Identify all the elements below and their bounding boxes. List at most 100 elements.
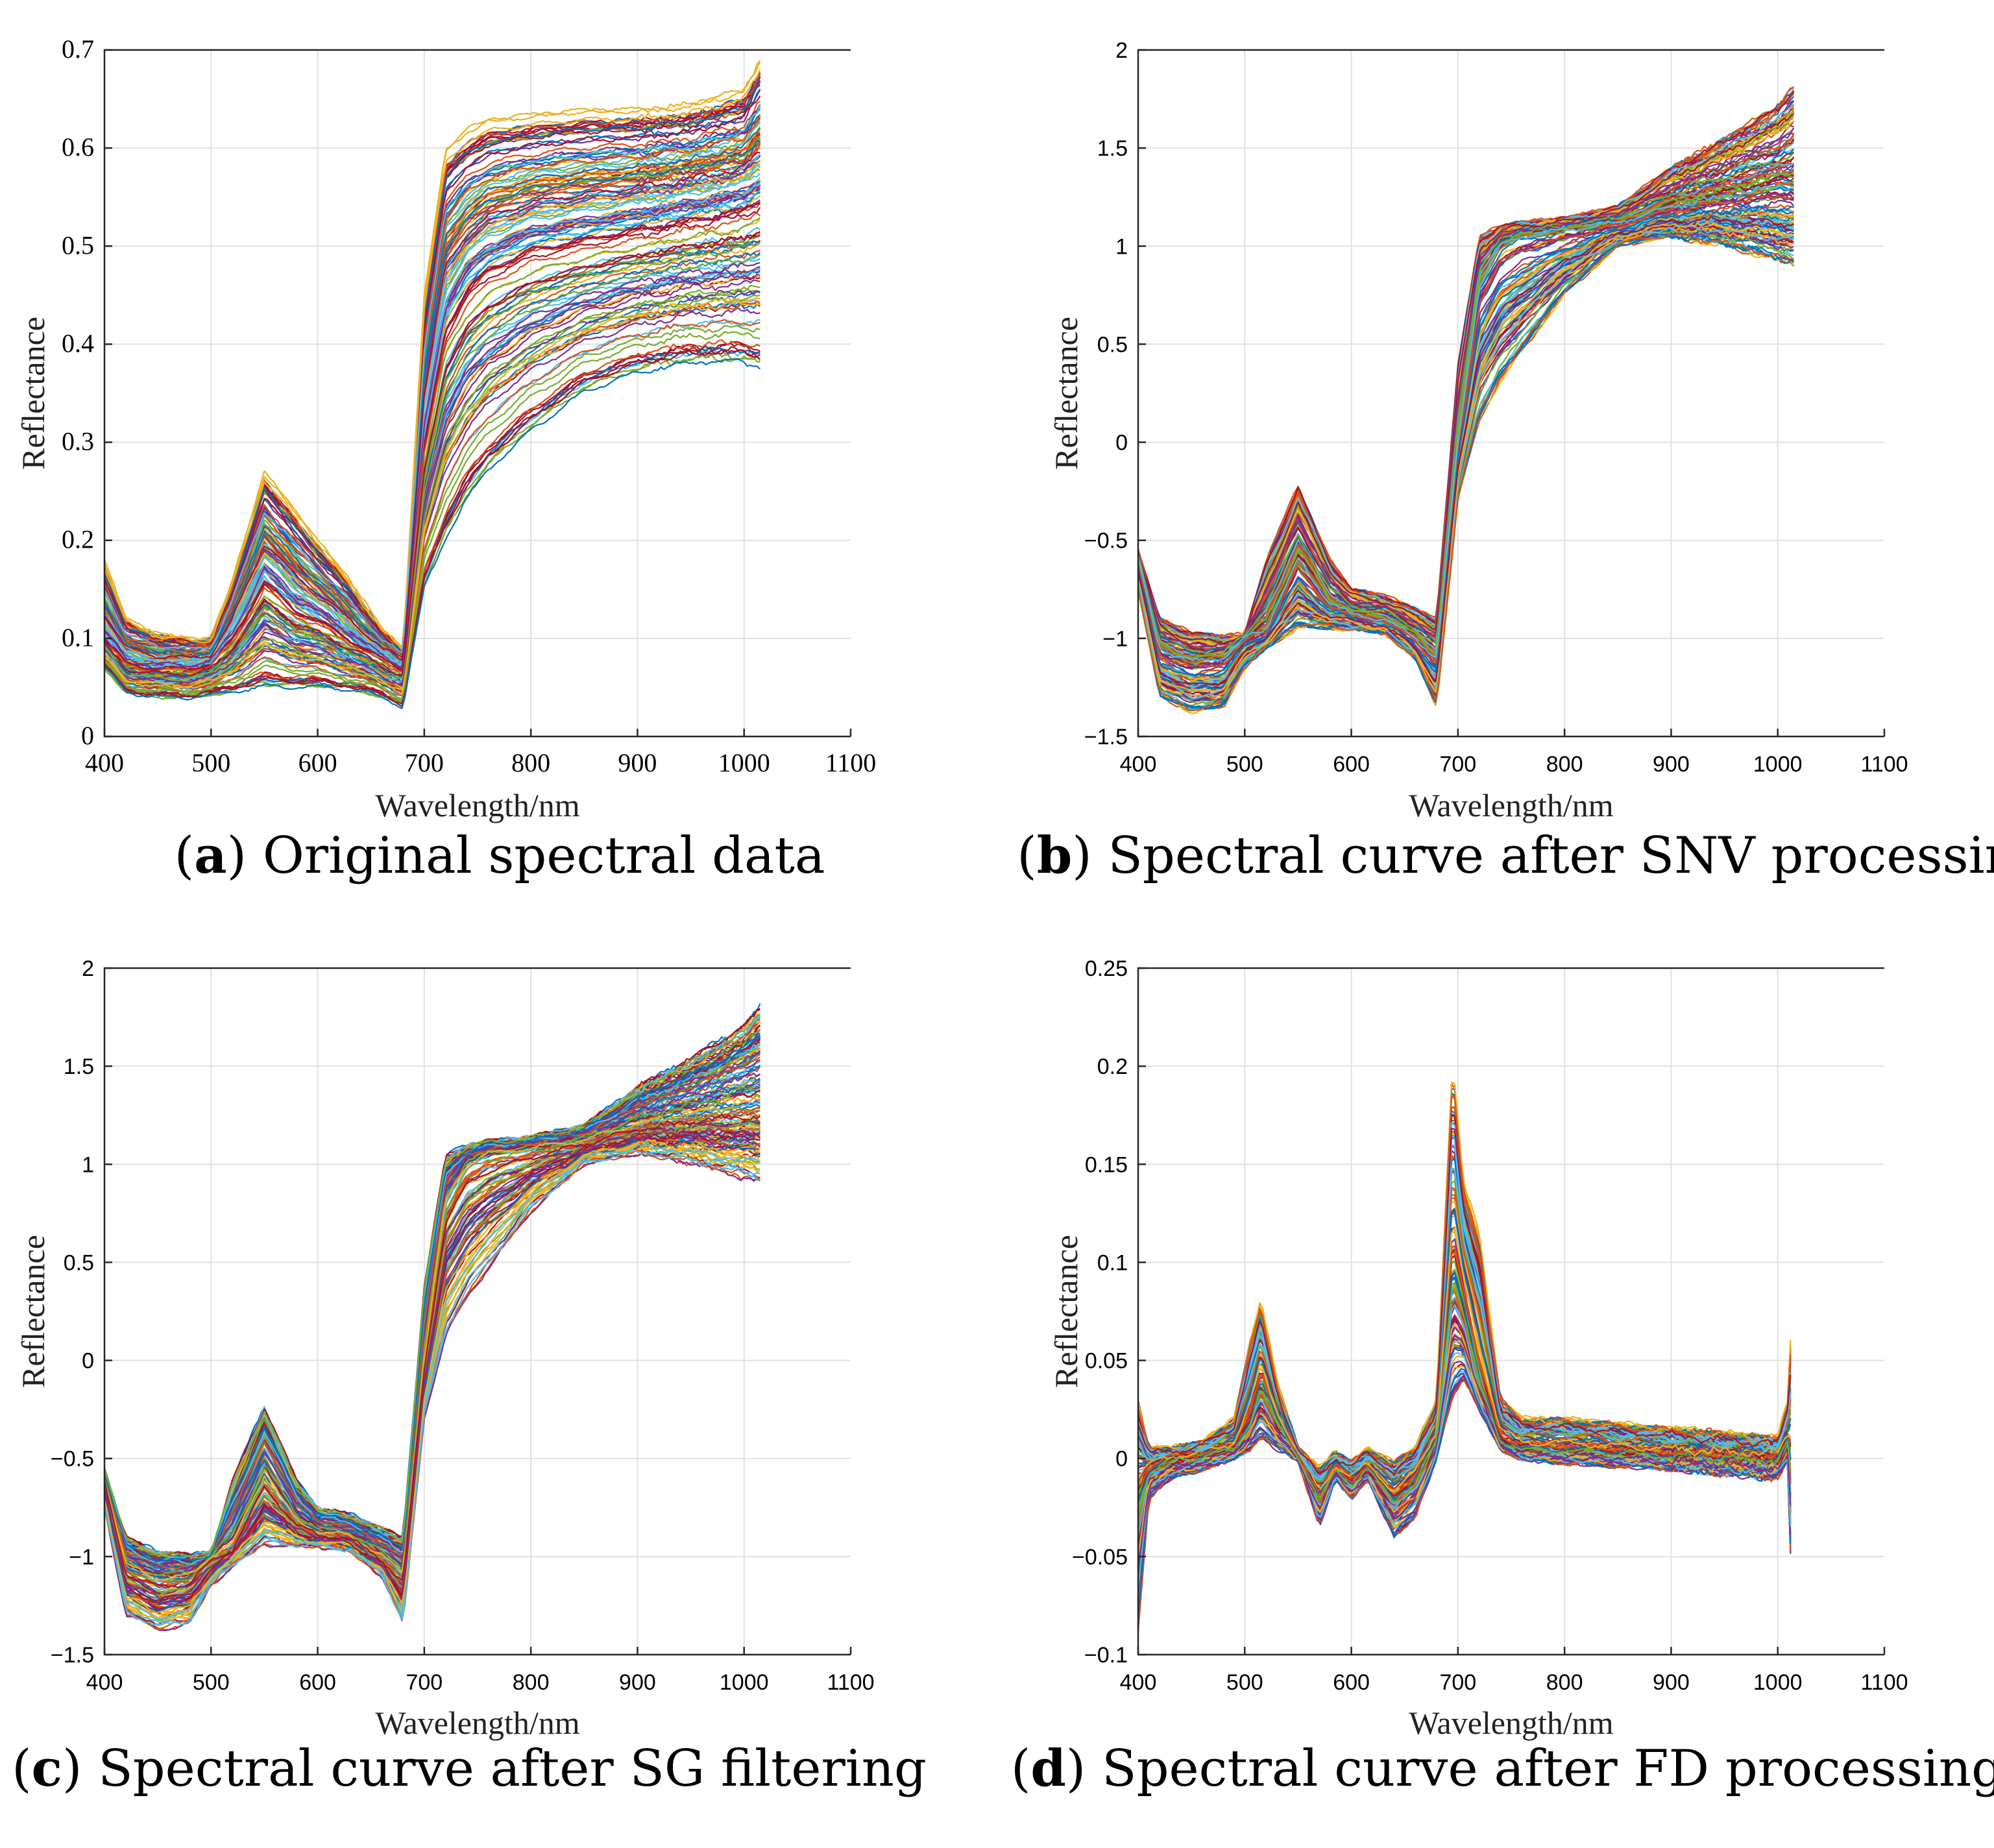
panel-b-y-tick-label: 0 — [1115, 431, 1128, 456]
panel-b-y-tick-label: −1.5 — [1084, 725, 1128, 749]
panel-a-spectrum-line — [104, 252, 761, 683]
panel-c-x-tick-label: 900 — [619, 1670, 656, 1695]
panel-a-caption-text: Original spectral data — [263, 827, 825, 885]
panel-b-spectrum-line — [1137, 221, 1794, 692]
panel-a-y-axis-title: Reflectance — [15, 317, 51, 470]
panel-a-spectrum-line — [104, 114, 761, 654]
panel-b-x-tick-label: 600 — [1333, 752, 1370, 777]
panel-b-spectrum-line — [1137, 233, 1795, 710]
panel-c-x-tick-label: 1000 — [720, 1670, 769, 1695]
panel-d-caption: (d) Spectral curve after FD processing — [1011, 1739, 1994, 1798]
panel-b-x-tick-label: 500 — [1226, 752, 1263, 777]
panel-a-y-tick-label: 0.6 — [62, 132, 94, 162]
panel-d-y-tick-label: −0.05 — [1072, 1545, 1128, 1570]
panel-a-spectrum-line — [104, 242, 761, 680]
panel-b-x-tick-label: 800 — [1546, 752, 1583, 777]
panel-c-y-tick-label: 1.5 — [64, 1054, 94, 1079]
panel-d-y-tick-label: 0.05 — [1085, 1349, 1128, 1374]
panel-d: 400 500 600 700 800 900 1000 1100 −0.1 −0.05 0 0.05… — [1011, 956, 1994, 1798]
panel-b-spectrum-line — [1137, 185, 1794, 662]
panel-b-ticks: 400 500 600 700 800 900 1000 1100 −1.5 −1 −0.5 0 0.5… — [1084, 38, 1908, 777]
panel-c-x-tick-label: 1100 — [827, 1670, 874, 1695]
panel-a-x-tick-label: 600 — [298, 748, 337, 777]
panel-b-spectrum-line — [1137, 228, 1794, 705]
panel-a-y-tick-label: 0.5 — [62, 230, 94, 260]
panel-b-spectrum-line — [1137, 172, 1794, 661]
panel-b-caption-text: Spectral curve after SNV processing — [1108, 827, 1994, 885]
panel-b-spectrum-line — [1137, 232, 1794, 711]
panel-b-spectrum-line — [1137, 216, 1794, 686]
panel-d-x-tick-label: 400 — [1120, 1670, 1157, 1695]
panel-d-x-tick-label: 1000 — [1753, 1670, 1803, 1695]
panel-a-spectra — [103, 60, 761, 709]
panel-c-y-tick-label: 1 — [82, 1152, 94, 1177]
panel-d-y-tick-label: 0.25 — [1085, 956, 1128, 981]
panel-d-spectrum-line — [1137, 1288, 1792, 1516]
panel-b-x-tick-label: 900 — [1653, 752, 1690, 777]
panel-a-spectrum-line — [104, 297, 760, 690]
panel-a-ticks: 400 500 600 700 800 900 1000 1100 0 0.1 0.2 0.3 0.4 0… — [62, 34, 876, 777]
panel-c-y-axis-title: Reflectance — [15, 1235, 51, 1388]
panel-d-y-tick-label: 0.15 — [1085, 1152, 1128, 1177]
panel-d-spectrum-line — [1137, 1250, 1792, 1496]
panel-b-x-tick-label: 400 — [1120, 752, 1157, 777]
panel-a-y-tick-label: 0.4 — [62, 328, 94, 358]
panel-c-spectrum-line — [103, 1086, 760, 1576]
panel-a-x-tick-label: 400 — [85, 748, 124, 777]
panel-a-spectrum-line — [103, 60, 761, 648]
panel-d-spectrum-line — [1137, 1187, 1792, 1483]
panel-d-x-tick-label: 800 — [1546, 1670, 1583, 1695]
panel-a-spectrum-line — [104, 324, 760, 699]
panel-a-spectrum-line — [104, 289, 760, 690]
panel-a-spectrum-line — [104, 212, 761, 674]
panel-a-spectrum-line — [104, 140, 760, 661]
panel-a-spectrum-line — [104, 186, 760, 668]
panel-c-spectrum-line — [103, 1113, 761, 1588]
panel-b-x-tick-label: 700 — [1439, 752, 1476, 777]
panel-c-spectra — [103, 1003, 761, 1631]
panel-d-y-tick-label: 0.2 — [1097, 1054, 1128, 1079]
panel-c-spectrum-line — [103, 1139, 760, 1616]
panel-a-y-tick-label: 0 — [81, 721, 94, 750]
panel-b-x-tick-label: 1000 — [1753, 752, 1803, 777]
panel-d-y-axis-title: Reflectance — [1048, 1235, 1084, 1388]
panel-c-caption-letter: c — [32, 1739, 63, 1798]
panel-d-x-tick-label: 600 — [1333, 1670, 1370, 1695]
panel-c-caption-text: Spectral curve after SG filtering — [98, 1740, 927, 1798]
panel-c-spectrum-line — [103, 1097, 760, 1581]
panel-a-x-tick-label: 1000 — [718, 748, 770, 777]
panel-c-y-tick-label: −1 — [69, 1545, 94, 1570]
panel-a-y-tick-label: 0.2 — [62, 525, 94, 554]
panel-a-y-tick-label: 0.7 — [62, 34, 94, 64]
panel-c-x-tick-label: 800 — [513, 1670, 550, 1695]
panel-b-spectrum-line — [1137, 152, 1795, 655]
panel-c-spectrum-line — [103, 1143, 761, 1621]
panel-a-spectrum-line — [104, 348, 760, 707]
panel-d-caption-letter: d — [1030, 1739, 1066, 1798]
panel-a-x-tick-label: 700 — [405, 748, 444, 777]
panel-d-x-tick-label: 1100 — [1860, 1670, 1908, 1695]
panel-c-spectrum-line — [103, 1036, 760, 1562]
panel-a-caption: (a) Original spectral data — [175, 826, 825, 885]
panel-d-spectrum-line — [1137, 1368, 1792, 1619]
panel-d-spectrum-line — [1137, 1355, 1792, 1594]
panel-c-spectrum-line — [103, 1121, 760, 1596]
panel-a-spectrum-line — [104, 152, 760, 661]
panel-d-grid — [1138, 968, 1884, 1655]
panel-a-spectrum-line — [104, 231, 760, 677]
panel-d-y-tick-label: −0.1 — [1084, 1643, 1128, 1668]
panel-c-spectrum-line — [103, 1127, 760, 1599]
panel-b-spectrum-line — [1137, 195, 1794, 668]
panel-d-y-tick-label: 0.1 — [1097, 1250, 1128, 1275]
panel-c-axes-box — [103, 967, 851, 1656]
panel-b-spectrum-line — [1137, 205, 1794, 677]
panel-c-y-tick-label: −1.5 — [51, 1643, 94, 1668]
panel-c-y-tick-label: 0 — [82, 1349, 94, 1374]
panel-c-y-tick-label: 0.5 — [64, 1250, 94, 1275]
panel-b-axes-box — [1137, 49, 1884, 738]
panel-d-x-tick-label: 500 — [1226, 1670, 1263, 1695]
panel-c-caption: (c) Spectral curve after SG filtering — [12, 1739, 927, 1798]
panel-a-y-tick-label: 0.1 — [62, 623, 94, 652]
panel-c-x-tick-label: 400 — [86, 1670, 123, 1695]
panel-b-y-tick-label: 0.5 — [1097, 332, 1128, 357]
